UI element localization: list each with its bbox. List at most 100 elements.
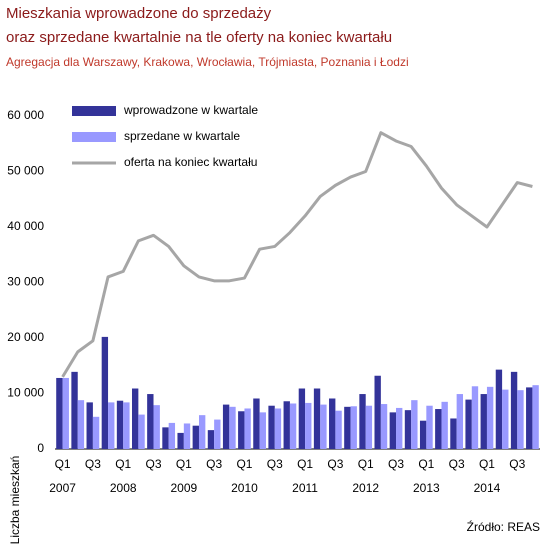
bar (350, 406, 357, 449)
bar (253, 398, 260, 449)
x-tick-label: Q3 (206, 457, 222, 471)
bar (222, 404, 230, 449)
bar (108, 402, 115, 449)
bar (456, 394, 464, 449)
year-label: 2014 (474, 481, 501, 495)
y-tick-label: 10 000 (7, 386, 44, 400)
x-tick-label: Q3 (327, 457, 343, 471)
x-tick-label: Q3 (509, 457, 525, 471)
x-tick-label: Q1 (479, 457, 495, 471)
bar (168, 422, 176, 449)
legend-label: oferta na koniec kwartału (124, 155, 257, 169)
bar (480, 394, 487, 449)
bar (359, 394, 366, 449)
bar (86, 402, 93, 449)
bar (471, 386, 479, 449)
bar (486, 386, 494, 449)
chart-title: Mieszkania wprowadzone do sprzedaży (6, 5, 272, 22)
bar (305, 402, 312, 449)
bar (123, 402, 130, 449)
bar (329, 398, 336, 449)
bar (274, 408, 282, 449)
bar (214, 419, 221, 449)
bar (153, 405, 160, 449)
bar (450, 418, 457, 449)
bar (198, 415, 206, 449)
bar (404, 410, 412, 449)
y-tick-label: 30 000 (7, 275, 44, 289)
bar (344, 406, 351, 449)
bar (465, 399, 472, 449)
bar (71, 371, 78, 449)
bar (244, 408, 251, 449)
bar (426, 405, 433, 449)
year-label: 2012 (352, 481, 379, 495)
bar (374, 375, 381, 449)
legend-swatch (72, 132, 116, 142)
bar (526, 387, 533, 449)
source: Źródło: REAS (467, 519, 540, 534)
bar (56, 377, 63, 449)
x-tick-label: Q1 (55, 457, 71, 471)
x-tick-label: Q1 (358, 457, 374, 471)
x-tick-label: Q3 (388, 457, 404, 471)
legend-label: sprzedane w kwartale (124, 129, 240, 143)
bar (131, 388, 139, 449)
x-tick-label: Q3 (85, 457, 101, 471)
bar (495, 369, 503, 449)
x-tick-label: Q1 (236, 457, 252, 471)
bar (435, 409, 442, 449)
year-label: 2010 (231, 481, 258, 495)
line (61, 131, 533, 378)
x-tick-label: Q1 (418, 457, 434, 471)
bar (419, 420, 427, 449)
bar (389, 412, 397, 449)
x-tick-label: Q3 (267, 457, 283, 471)
bar (183, 423, 191, 449)
bar (62, 377, 69, 449)
legend-swatch (72, 106, 116, 116)
x-tick-label: Q1 (297, 457, 313, 471)
bar (177, 432, 184, 449)
bar (77, 400, 85, 449)
x-tick-label: Q1 (115, 457, 131, 471)
year-label: 2013 (413, 481, 440, 495)
bar (92, 416, 100, 449)
bar (259, 412, 266, 449)
bar (238, 411, 245, 449)
bar (510, 371, 518, 449)
bar (380, 404, 388, 449)
bar (207, 430, 215, 449)
bar (517, 390, 524, 449)
chart-title: oraz sprzedane kwartalnie na tle oferty … (6, 29, 392, 46)
bar (335, 410, 342, 449)
bar (411, 400, 418, 449)
bar (532, 385, 539, 449)
bar (192, 425, 199, 449)
x-tick-label: Q3 (146, 457, 162, 471)
y-tick-label: 50 000 (7, 164, 44, 178)
bar (502, 389, 509, 449)
chart-subtitle: Agregacja dla Warszawy, Krakowa, Wrocław… (6, 55, 409, 69)
bar (298, 388, 306, 449)
y-tick-label: 20 000 (7, 330, 44, 344)
year-label: 2007 (49, 481, 76, 495)
bar (441, 401, 448, 449)
year-label: 2009 (170, 481, 197, 495)
bar (320, 404, 327, 449)
bar (101, 336, 109, 449)
x-tick-label: Q1 (176, 457, 192, 471)
bar (162, 427, 169, 449)
year-label: 2011 (292, 481, 318, 495)
bar (229, 406, 236, 449)
bar (147, 394, 154, 449)
bar (365, 405, 373, 449)
bar (283, 401, 290, 449)
x-tick-label: Q3 (449, 457, 465, 471)
year-label: 2008 (110, 481, 137, 495)
bar (138, 414, 145, 449)
bar (396, 407, 403, 449)
bar (116, 400, 124, 449)
y-tick-label: 0 (37, 441, 44, 455)
